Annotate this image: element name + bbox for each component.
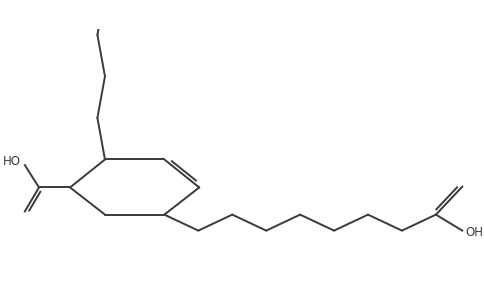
Text: HO: HO [2, 155, 20, 168]
Text: OH: OH [465, 226, 483, 239]
